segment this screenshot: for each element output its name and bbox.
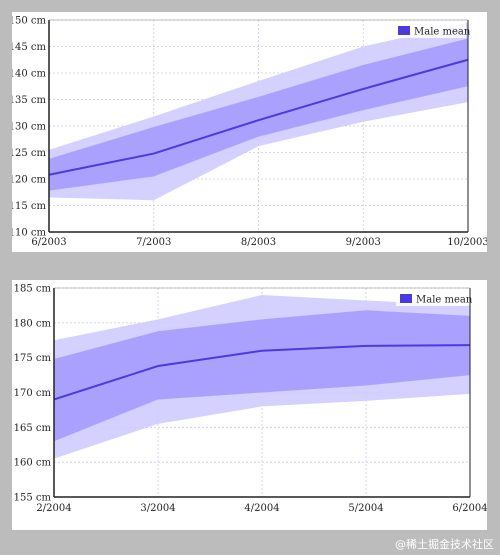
- x-tick-label: 4/2004: [244, 503, 279, 514]
- height-chart-2003: 110 cm 115 cm 120 cm 125 cm 130 cm 135 cm 140 …: [9, 16, 489, 249]
- x-tick-label: 6/2003: [31, 237, 66, 248]
- y-tick-label: 135 cm: [12, 95, 47, 106]
- y-tick-label: 110 cm: [12, 228, 47, 239]
- legend-label: Male mean: [416, 295, 473, 306]
- y-tick-label: 165 cm: [14, 423, 52, 434]
- height-chart-2004: 155 cm 160 cm 165 cm 170 cm 175 cm 180 cm 185 …: [14, 284, 488, 515]
- legend-swatch: [400, 294, 412, 303]
- y-tick-label: 185 cm: [14, 284, 52, 295]
- band-area: [54, 310, 470, 442]
- x-tick-label: 2/2004: [36, 503, 71, 514]
- x-tick-label: 10/2003: [447, 237, 487, 248]
- y-tick-label: 170 cm: [14, 388, 52, 399]
- x-tick-label: 6/2004: [452, 503, 487, 514]
- chart-panel-2: 155 cm 160 cm 165 cm 170 cm 175 cm 180 cm 185 …: [12, 280, 488, 530]
- y-tick-label: 140 cm: [12, 69, 47, 80]
- legend-swatch: [398, 26, 410, 35]
- y-tick-label: 120 cm: [12, 175, 47, 186]
- y-tick-label: 180 cm: [14, 318, 52, 329]
- y-tick-label: 115 cm: [12, 201, 47, 212]
- y-tick-label: 160 cm: [14, 458, 52, 469]
- y-tick-label: 145 cm: [12, 42, 47, 53]
- y-tick-label: 130 cm: [12, 122, 47, 133]
- x-tick-label: 8/2003: [241, 237, 276, 248]
- y-tick-label: 155 cm: [14, 493, 52, 504]
- legend-label: Male mean: [414, 27, 471, 38]
- chart-panel-1: 110 cm 115 cm 120 cm 125 cm 130 cm 135 cm 140 …: [9, 12, 489, 252]
- y-tick-label: 175 cm: [14, 353, 52, 364]
- y-tick-label: 125 cm: [12, 148, 47, 159]
- x-tick-label: 5/2004: [348, 503, 383, 514]
- y-tick-label: 150 cm: [12, 16, 47, 27]
- legend-box: [396, 291, 468, 306]
- x-tick-label: 3/2004: [140, 503, 175, 514]
- watermark: @稀土掘金技术社区: [395, 538, 494, 551]
- legend-box: [394, 23, 466, 38]
- x-tick-label: 9/2003: [346, 237, 381, 248]
- x-tick-label: 7/2003: [136, 237, 171, 248]
